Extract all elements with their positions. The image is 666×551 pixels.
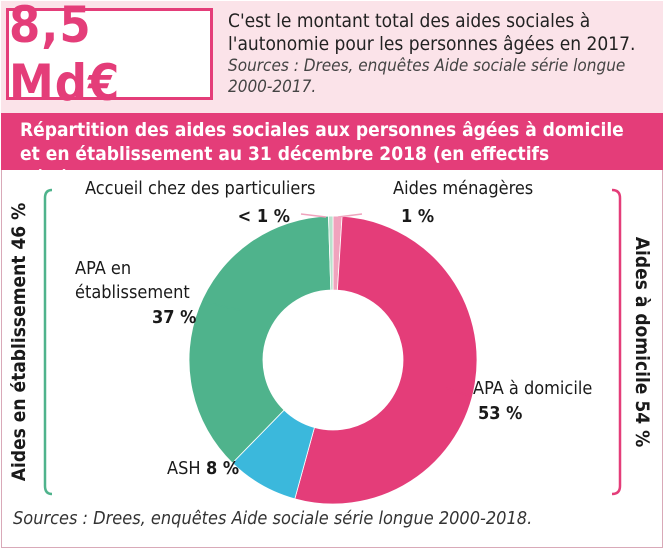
leader-apa-etablissement [202,301,241,311]
value-ash: 8 % [206,458,239,479]
leader-aides-menageres [337,213,363,218]
label-aides-menageres: Aides ménagères [393,178,533,199]
slice-accueil [328,215,334,291]
label-apa-etablissement-2: établissement [75,282,190,303]
description-text: C'est le montant total des aides sociale… [228,10,636,55]
slice-apa-etablissement [188,215,332,464]
label-ash: ASH [167,458,201,479]
slice-apa-domicile [294,215,478,505]
header-source: Sources : Drees, enquêtes Aide sociale s… [228,56,626,97]
value-accueil: < 1 % [238,206,290,227]
value-apa-etablissement: 37 % [152,307,196,328]
header-description: C'est le montant total des aides sociale… [228,10,648,98]
leader-accueil [300,213,327,218]
chart-title-line1: Répartition des aides sociales aux perso… [20,119,624,141]
bracket-left [43,188,53,496]
leader-ash [239,437,264,459]
value-apa-domicile: 53 % [478,403,522,424]
label-accueil: Accueil chez des particuliers [85,178,315,199]
group-label-domicile: Aides à domicile 54 % [631,237,653,447]
label-apa-domicile: APA à domicile [473,378,592,399]
value-aides-menageres: 1 % [401,206,434,227]
leader-apa-domicile [445,387,471,397]
label-apa-etablissement-1: APA en [75,258,131,279]
donut-slices [188,215,478,505]
group-label-etablissement: Aides en établissement 46 % [8,203,30,482]
chart-title-bar: Répartition des aides sociales aux perso… [1,113,663,189]
chart-title-line2: et en établissement au 31 décembre 2018 … [20,143,550,189]
chart-source: Sources : Drees, enquêtes Aide sociale s… [13,508,533,529]
bracket-right [611,188,622,496]
